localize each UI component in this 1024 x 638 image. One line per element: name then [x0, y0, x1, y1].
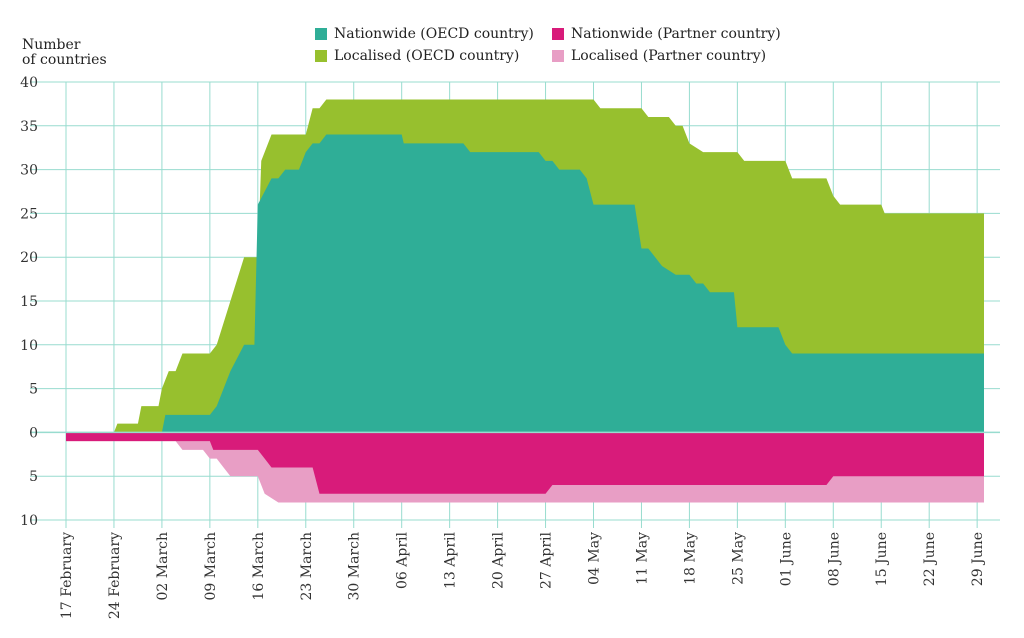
- x-tick-label: 13 April: [443, 531, 459, 589]
- legend-label: Localised (Partner country): [571, 48, 767, 64]
- legend-swatch: [315, 28, 327, 40]
- x-tick-label: 27 April: [539, 531, 555, 589]
- x-tick-label: 29 June: [970, 532, 986, 586]
- x-tick-label: 16 March: [251, 532, 267, 601]
- x-tick-label: 18 May: [682, 532, 698, 585]
- x-tick-label: 04 May: [587, 532, 603, 585]
- legend-item-localised-oecd: Localised (OECD country): [315, 48, 519, 64]
- series-areas: [66, 99, 984, 503]
- x-tick-label: 22 June: [922, 532, 938, 586]
- x-tick-label: 17 February: [59, 532, 75, 619]
- y-axis: 40 35 30 25 20 15 10 5 0 5 10: [20, 75, 38, 529]
- y-tick-label: 5: [29, 469, 38, 485]
- y-tick-label: 0: [29, 425, 38, 441]
- x-tick-label: 25 May: [730, 532, 746, 585]
- y-tick-label: 15: [20, 294, 38, 310]
- legend-label: Nationwide (Partner country): [571, 26, 781, 42]
- x-tick-label: 06 April: [395, 531, 411, 589]
- legend-item-localised-partner: Localised (Partner country): [552, 48, 766, 64]
- x-tick-label: 20 April: [491, 531, 507, 589]
- x-tick-label: 30 March: [347, 532, 363, 601]
- x-axis: 17 February 24 February 02 March 09 March 16…: [59, 531, 986, 619]
- y-tick-label: 5: [29, 382, 38, 398]
- y-tick-label: 20: [20, 250, 38, 266]
- x-tick-label: 09 March: [203, 532, 219, 601]
- y-tick-label: 10: [20, 338, 38, 354]
- y-tick-label: 25: [20, 206, 38, 222]
- y-tick-label: 35: [20, 119, 38, 135]
- x-tick-label: 24 February: [107, 532, 123, 619]
- y-tick-label: 10: [20, 513, 38, 529]
- legend-swatch: [552, 28, 564, 40]
- area-nationwide-partner: [66, 432, 984, 494]
- legend-swatch: [552, 50, 564, 62]
- x-tick-label: 01 June: [778, 532, 794, 586]
- y-axis-label-line2: of countries: [22, 52, 107, 68]
- x-tick-label: 11 May: [634, 532, 650, 585]
- y-axis-label-line1: Number: [22, 37, 81, 53]
- x-tick-label: 08 June: [826, 532, 842, 586]
- y-tick-label: 40: [20, 75, 38, 91]
- x-tick-label: 15 June: [874, 532, 890, 586]
- legend-item-nationwide-oecd: Nationwide (OECD country): [315, 26, 534, 42]
- y-tick-label: 30: [20, 163, 38, 179]
- legend-label: Localised (OECD country): [334, 48, 520, 64]
- area-nationwide-oecd: [66, 134, 984, 433]
- legend-swatch: [315, 50, 327, 62]
- x-tick-label: 02 March: [155, 532, 171, 601]
- x-tick-label: 23 March: [299, 532, 315, 601]
- legend-item-nationwide-partner: Nationwide (Partner country): [552, 26, 781, 42]
- legend-label: Nationwide (OECD country): [334, 26, 534, 42]
